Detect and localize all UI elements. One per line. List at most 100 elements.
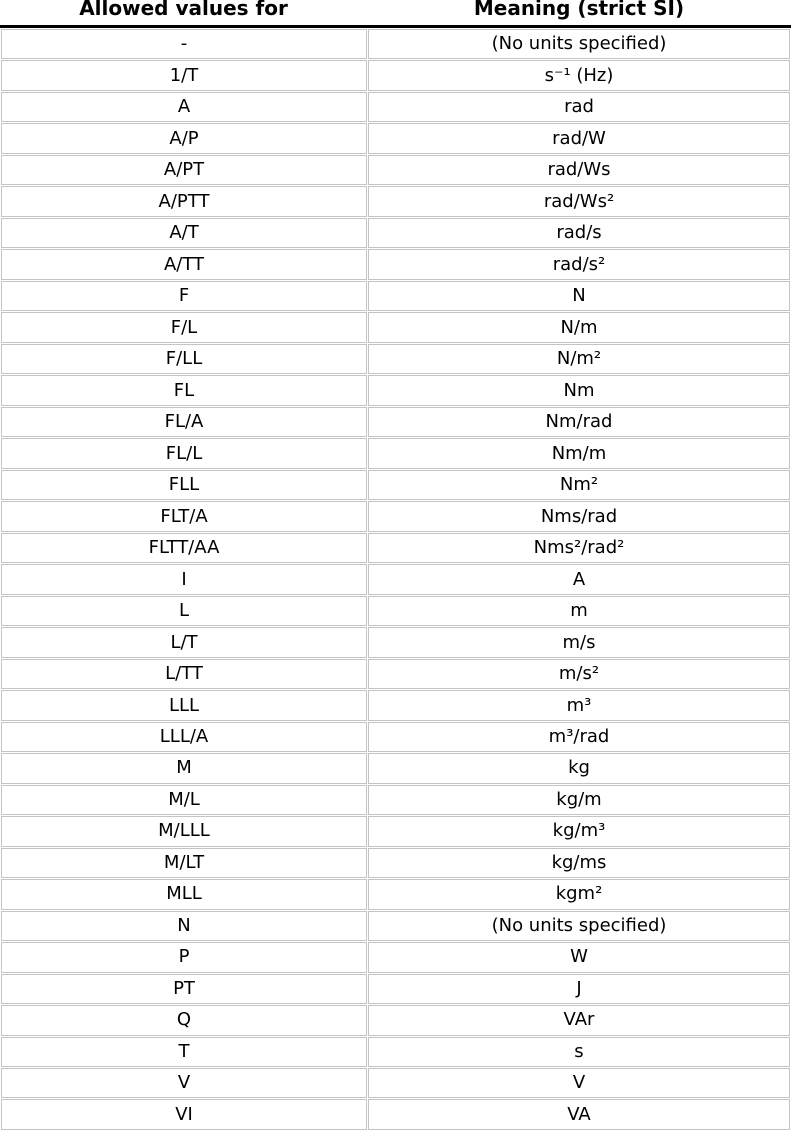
cell-meaning: rad/s: [368, 217, 790, 249]
cell-meaning: kgm²: [368, 879, 790, 910]
table-row: I A: [1, 564, 790, 595]
cell-allowed-value: 1/T: [1, 60, 367, 91]
cell-allowed-value: L/T: [1, 627, 367, 658]
table-row: FL/A Nm/rad: [1, 406, 790, 438]
table-row: M/LT kg/ms: [1, 847, 790, 879]
cell-allowed-value: A/TT: [1, 249, 367, 280]
cell-allowed-value: VI: [1, 1099, 367, 1130]
table-row: A/P rad/W: [1, 123, 790, 154]
cell-meaning: kg: [368, 753, 790, 784]
cell-allowed-value: M: [1, 753, 367, 784]
cell-allowed-value: LLL: [1, 690, 367, 721]
cell-meaning: Nm: [368, 375, 790, 406]
cell-allowed-value: I: [1, 564, 367, 595]
cell-allowed-value: Q: [1, 1005, 367, 1036]
cell-allowed-value: M/L: [1, 784, 367, 816]
table-row: M kg: [1, 753, 790, 784]
cell-meaning: Nm/rad: [368, 406, 790, 438]
cell-allowed-value: M/LT: [1, 847, 367, 879]
column-header-allowed-values: Allowed values for: [79, 0, 288, 20]
cell-allowed-value: A/P: [1, 123, 367, 154]
table-row: FLL Nm²: [1, 469, 790, 501]
cell-meaning: m³/rad: [368, 721, 790, 753]
cell-meaning: (No units specified): [368, 910, 790, 942]
table-row: L/TT m/s²: [1, 658, 790, 690]
cell-meaning: Nm/m: [368, 438, 790, 469]
cell-allowed-value: MLL: [1, 879, 367, 910]
cell-allowed-value: A: [1, 91, 367, 123]
table-row: A/PTT rad/Ws²: [1, 186, 790, 217]
table-header-row: Allowed values for Meaning (strict SI): [0, 0, 791, 25]
table-row: - (No units specified): [1, 29, 790, 60]
table-row: FL Nm: [1, 375, 790, 406]
table-row: LLL m³: [1, 690, 790, 721]
column-header-meaning: Meaning (strict SI): [473, 0, 685, 20]
table-row: PT J: [1, 973, 790, 1005]
cell-meaning: Nms/rad: [368, 501, 790, 532]
cell-meaning: (No units specified): [368, 29, 790, 60]
cell-allowed-value: PT: [1, 973, 367, 1005]
table-row: M/LLL kg/m³: [1, 816, 790, 847]
cell-meaning: rad/W: [368, 123, 790, 154]
table-row: A/TT rad/s²: [1, 249, 790, 280]
cell-meaning: rad/Ws²: [368, 186, 790, 217]
cell-meaning: kg/ms: [368, 847, 790, 879]
table-row: T s: [1, 1036, 790, 1067]
cell-meaning: J: [368, 973, 790, 1005]
cell-meaning: rad/s²: [368, 249, 790, 280]
table-row: FLTT/AA Nms²/rad²: [1, 532, 790, 564]
table-row: N (No units specified): [1, 910, 790, 942]
cell-allowed-value: FLTT/AA: [1, 532, 367, 564]
cell-allowed-value: FL/A: [1, 406, 367, 438]
table-row: A/T rad/s: [1, 217, 790, 249]
cell-meaning: N/m²: [368, 343, 790, 375]
table-row: M/L kg/m: [1, 784, 790, 816]
cell-allowed-value: T: [1, 1036, 367, 1067]
cell-allowed-value: FL: [1, 375, 367, 406]
table-row: A/PT rad/Ws: [1, 154, 790, 186]
cell-allowed-value: F: [1, 280, 367, 312]
cell-meaning: N: [368, 280, 790, 312]
table-row: MLL kgm²: [1, 879, 790, 910]
table-body: - (No units specified) 1/T s⁻¹ (Hz) A ra…: [1, 29, 790, 1130]
cell-allowed-value: -: [1, 29, 367, 60]
cell-allowed-value: P: [1, 942, 367, 973]
cell-meaning: s: [368, 1036, 790, 1067]
cell-meaning: V: [368, 1067, 790, 1099]
cell-meaning: m/s²: [368, 658, 790, 690]
table-row: LLL/A m³/rad: [1, 721, 790, 753]
cell-meaning: A: [368, 564, 790, 595]
cell-meaning: N/m: [368, 312, 790, 343]
cell-allowed-value: FL/L: [1, 438, 367, 469]
cell-allowed-value: A/T: [1, 217, 367, 249]
table-row: Q VAr: [1, 1005, 790, 1036]
table-row: A rad: [1, 91, 790, 123]
cell-allowed-value: M/LLL: [1, 816, 367, 847]
cell-meaning: m/s: [368, 627, 790, 658]
cell-meaning: Nm²: [368, 469, 790, 501]
table-row: V V: [1, 1067, 790, 1099]
table-row: F/LL N/m²: [1, 343, 790, 375]
cell-allowed-value: L/TT: [1, 658, 367, 690]
cell-allowed-value: L: [1, 595, 367, 627]
cell-meaning: rad/Ws: [368, 154, 790, 186]
cell-allowed-value: F/LL: [1, 343, 367, 375]
cell-meaning: Nms²/rad²: [368, 532, 790, 564]
cell-allowed-value: FLL: [1, 469, 367, 501]
table-row: L/T m/s: [1, 627, 790, 658]
cell-meaning: rad: [368, 91, 790, 123]
cell-allowed-value: FLT/A: [1, 501, 367, 532]
table-row: L m: [1, 595, 790, 627]
cell-allowed-value: A/PT: [1, 154, 367, 186]
table-row: VI VA: [1, 1099, 790, 1130]
cell-meaning: kg/m: [368, 784, 790, 816]
cell-meaning: m: [368, 595, 790, 627]
cell-meaning: s⁻¹ (Hz): [368, 60, 790, 91]
units-table: - (No units specified) 1/T s⁻¹ (Hz) A ra…: [0, 25, 791, 1131]
table-row: F N: [1, 280, 790, 312]
cell-allowed-value: LLL/A: [1, 721, 367, 753]
cell-meaning: VA: [368, 1099, 790, 1130]
table-row: FL/L Nm/m: [1, 438, 790, 469]
table-row: FLT/A Nms/rad: [1, 501, 790, 532]
cell-meaning: kg/m³: [368, 816, 790, 847]
